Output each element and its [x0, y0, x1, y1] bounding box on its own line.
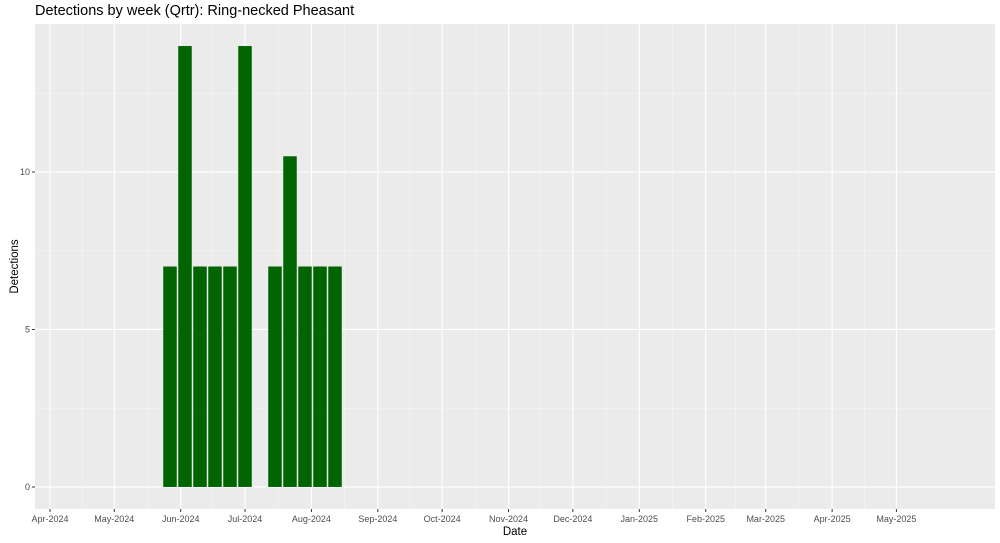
- bar: [193, 266, 207, 487]
- x-tick-label: May-2025: [876, 514, 916, 524]
- bar: [268, 266, 282, 487]
- x-tick-label: Dec-2024: [553, 514, 592, 524]
- y-axis: 0 5 10: [20, 167, 35, 492]
- y-tick-label: 10: [20, 167, 30, 177]
- x-tick-label: Jan-2025: [621, 514, 659, 524]
- x-tick-label: Nov-2024: [489, 514, 528, 524]
- bar: [208, 266, 222, 487]
- bar: [298, 266, 312, 487]
- y-tick-label: 5: [25, 324, 30, 334]
- chart-title: Detections by week (Qrtr): Ring-necked P…: [35, 3, 355, 19]
- x-tick-label: Jun-2024: [162, 514, 200, 524]
- y-tick-label: 0: [25, 482, 30, 492]
- x-tick-label: Sep-2024: [358, 514, 397, 524]
- bars: [163, 46, 342, 487]
- bar: [178, 46, 192, 487]
- x-tick-label: Feb-2025: [686, 514, 725, 524]
- y-axis-title: Detections: [9, 239, 21, 294]
- bar: [283, 156, 297, 487]
- bar: [238, 46, 252, 487]
- bar: [223, 266, 237, 487]
- x-axis: Apr-2024 May-2024 Jun-2024 Jul-2024 Aug-2024…: [31, 509, 916, 524]
- x-tick-label: Apr-2025: [814, 514, 851, 524]
- x-tick-label: Oct-2024: [424, 514, 461, 524]
- bar: [328, 266, 342, 487]
- minor-gridlines-x: [81, 24, 865, 509]
- x-tick-label: Mar-2025: [746, 514, 785, 524]
- x-axis-title: Date: [503, 526, 527, 538]
- x-tick-label: Apr-2024: [31, 514, 68, 524]
- x-tick-label: Jul-2024: [228, 514, 263, 524]
- x-tick-label: Aug-2024: [292, 514, 331, 524]
- x-tick-label: May-2024: [94, 514, 134, 524]
- bar: [163, 266, 177, 487]
- bar: [313, 266, 327, 487]
